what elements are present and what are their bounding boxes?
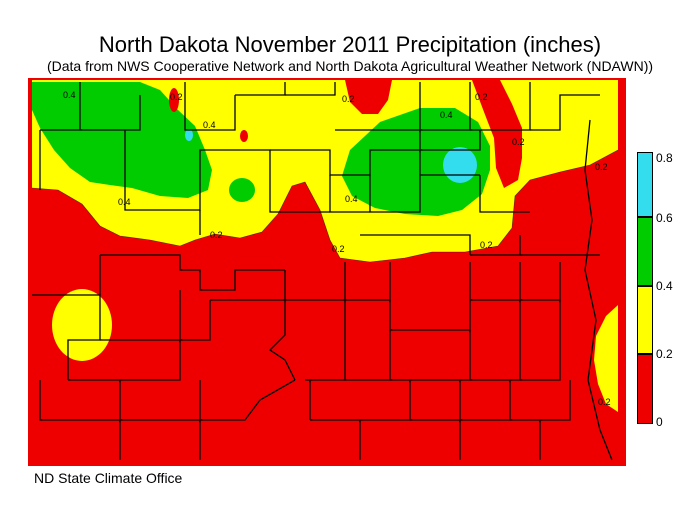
contour-label: 0.4 [118, 197, 131, 207]
contour-label: 0.2 [342, 94, 355, 104]
legend-swatch-0.4-0.6 [637, 217, 653, 286]
legend-label: 0 [656, 415, 663, 429]
band-0.6-0.8-small [185, 129, 193, 141]
contour-label: 0.4 [203, 120, 216, 130]
legend-label: 0.4 [656, 279, 673, 293]
contour-labels: 0.4 0.2 0.4 0.2 0.4 0.2 0.4 0.2 0.4 0.2 … [63, 90, 611, 407]
contour-label: 0.2 [595, 162, 608, 172]
contour-label: 0.2 [512, 137, 525, 147]
contour-label: 0.4 [63, 90, 76, 100]
contour-label: 0.2 [480, 240, 493, 250]
band-0.2-0.4-southeast [594, 305, 618, 412]
contour-label: 0.2 [598, 397, 611, 407]
legend-swatch-0.6-0.8 [637, 152, 653, 217]
band-0-0.2-north-spot-b [472, 80, 522, 188]
band-0.6-0.8-peak [443, 147, 477, 183]
band-0-0.2-north-spot-d [240, 130, 248, 142]
band-0-0.2-north-spot-a [345, 80, 392, 114]
band-0.2-0.4-southwest [52, 289, 112, 361]
legend-label: 0.2 [656, 347, 673, 361]
contour-label: 0.4 [345, 194, 358, 204]
band-0-0.2-north-spot-c [169, 88, 179, 112]
contour-label: 0.4 [440, 110, 453, 120]
credit-text: ND State Climate Office [34, 470, 183, 486]
legend-label: 0.6 [656, 211, 673, 225]
legend-swatch-0-0.2 [637, 354, 653, 424]
band-0.4-0.6-northeast [342, 108, 490, 216]
contour-label: 0.2 [170, 92, 183, 102]
contour-label: 0.2 [332, 244, 345, 254]
map-subtitle: (Data from NWS Cooperative Network and N… [46, 58, 654, 74]
legend-swatch-0.2-0.4 [637, 286, 653, 354]
band-0.4-0.6-northwest [32, 82, 212, 198]
contour-label: 0.2 [210, 230, 223, 240]
county-boundaries [32, 82, 613, 461]
legend-label: 0.8 [656, 151, 673, 165]
map-title: North Dakota November 2011 Precipitation… [98, 32, 602, 57]
band-0.4-0.6-spot [229, 178, 255, 202]
contour-label: 0.2 [475, 92, 488, 102]
contour-lines [31, 149, 619, 263]
